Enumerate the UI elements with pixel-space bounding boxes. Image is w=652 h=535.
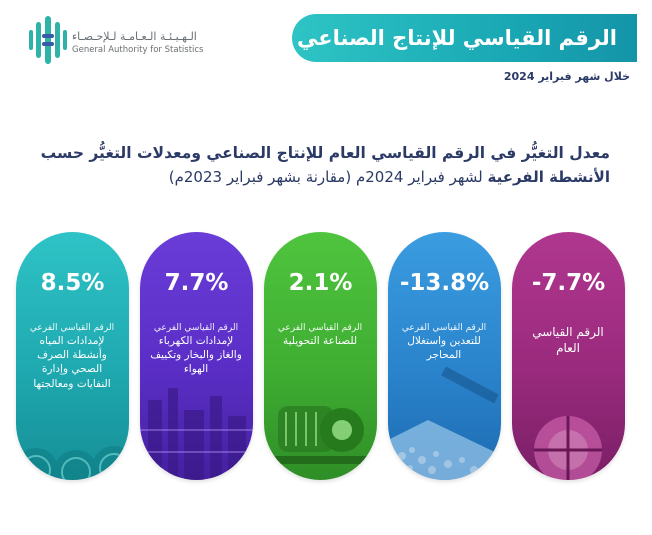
indicator-label: الرقم القياسي العام — [521, 324, 615, 356]
indicator-card-water: 8.5% الرقم القياسي الفرعي لإمدادات الميا… — [16, 232, 129, 480]
indicator-value: -7.7% — [531, 270, 606, 296]
factory-icon — [534, 416, 602, 480]
gastat-logo: الـهـيـئـة الـعـامـة لـلإحـصـاء General … — [28, 14, 204, 70]
water-pipes-icon — [16, 446, 129, 480]
power-plant-icon — [140, 388, 253, 480]
page-title: الرقم القياسي للإنتاج الصناعي — [297, 26, 617, 50]
indicator-value: 7.7% — [164, 270, 229, 296]
indicator-prefix: الرقم القياسي الفرعي — [29, 323, 115, 333]
logo-english-name: General Authority for Statistics — [72, 45, 204, 55]
indicator-value: -13.8% — [399, 270, 490, 296]
indicator-label: الرقم القياسي الفرعي لإمدادات الكهرباء و… — [149, 322, 243, 377]
indicator-card-mining: -13.8% الرقم القياسي الفرعي للتعدين واست… — [388, 232, 501, 480]
heading-line-1: معدل التغيُّر في الرقم القياسي العام للإ… — [40, 144, 610, 162]
indicator-card-general: -7.7% الرقم القياسي العام — [512, 232, 625, 480]
heading-line-2: الأنشطة الفرعية لشهر فبراير 2024م (مقارن… — [50, 168, 610, 186]
indicator-value: 8.5% — [40, 270, 105, 296]
title-banner: الرقم القياسي للإنتاج الصناعي — [292, 14, 637, 62]
indicator-card-manufacturing: 2.1% الرقم القياسي الفرعي للصناعة التحوي… — [264, 232, 377, 480]
indicator-label: الرقم القياسي الفرعي للتعدين واستغلال ال… — [397, 322, 491, 362]
motor-icon — [274, 406, 368, 464]
mining-conveyor-icon — [388, 366, 501, 480]
logo-arabic-name: الـهـيـئـة الـعـامـة لـلإحـصـاء — [72, 30, 197, 43]
indicator-card-electricity: 7.7% الرقم القياسي الفرعي لإمدادات الكهر… — [140, 232, 253, 480]
indicator-description: للصناعة التحويلية — [282, 335, 358, 348]
heading-comparison: لشهر فبراير 2024م (مقارنة بشهر فبراير 20… — [168, 168, 488, 186]
period-label: خلال شهر فبراير 2024 — [503, 70, 630, 83]
indicator-description: لإمدادات المياه وأنشطة الصرف الصحي وإدار… — [33, 335, 111, 390]
indicator-label: الرقم القياسي الفرعي لإمدادات المياه وأن… — [25, 322, 119, 391]
indicator-prefix: الرقم القياسي الفرعي — [153, 323, 239, 333]
indicator-value: 2.1% — [288, 270, 353, 296]
indicator-description: الرقم القياسي العام — [532, 325, 604, 356]
indicator-prefix: الرقم القياسي الفرعي — [277, 323, 363, 333]
indicator-label: الرقم القياسي الفرعي للصناعة التحويلية — [273, 322, 367, 348]
indicator-description: للتعدين واستغلال المحاجر — [407, 335, 481, 362]
indicator-prefix: الرقم القياسي الفرعي — [401, 323, 487, 333]
gastat-logo-icon — [29, 16, 67, 64]
indicator-description: لإمدادات الكهرباء والغاز والبخار وتكييف … — [150, 335, 242, 376]
heading-emphasis: الأنشطة الفرعية — [487, 168, 610, 186]
